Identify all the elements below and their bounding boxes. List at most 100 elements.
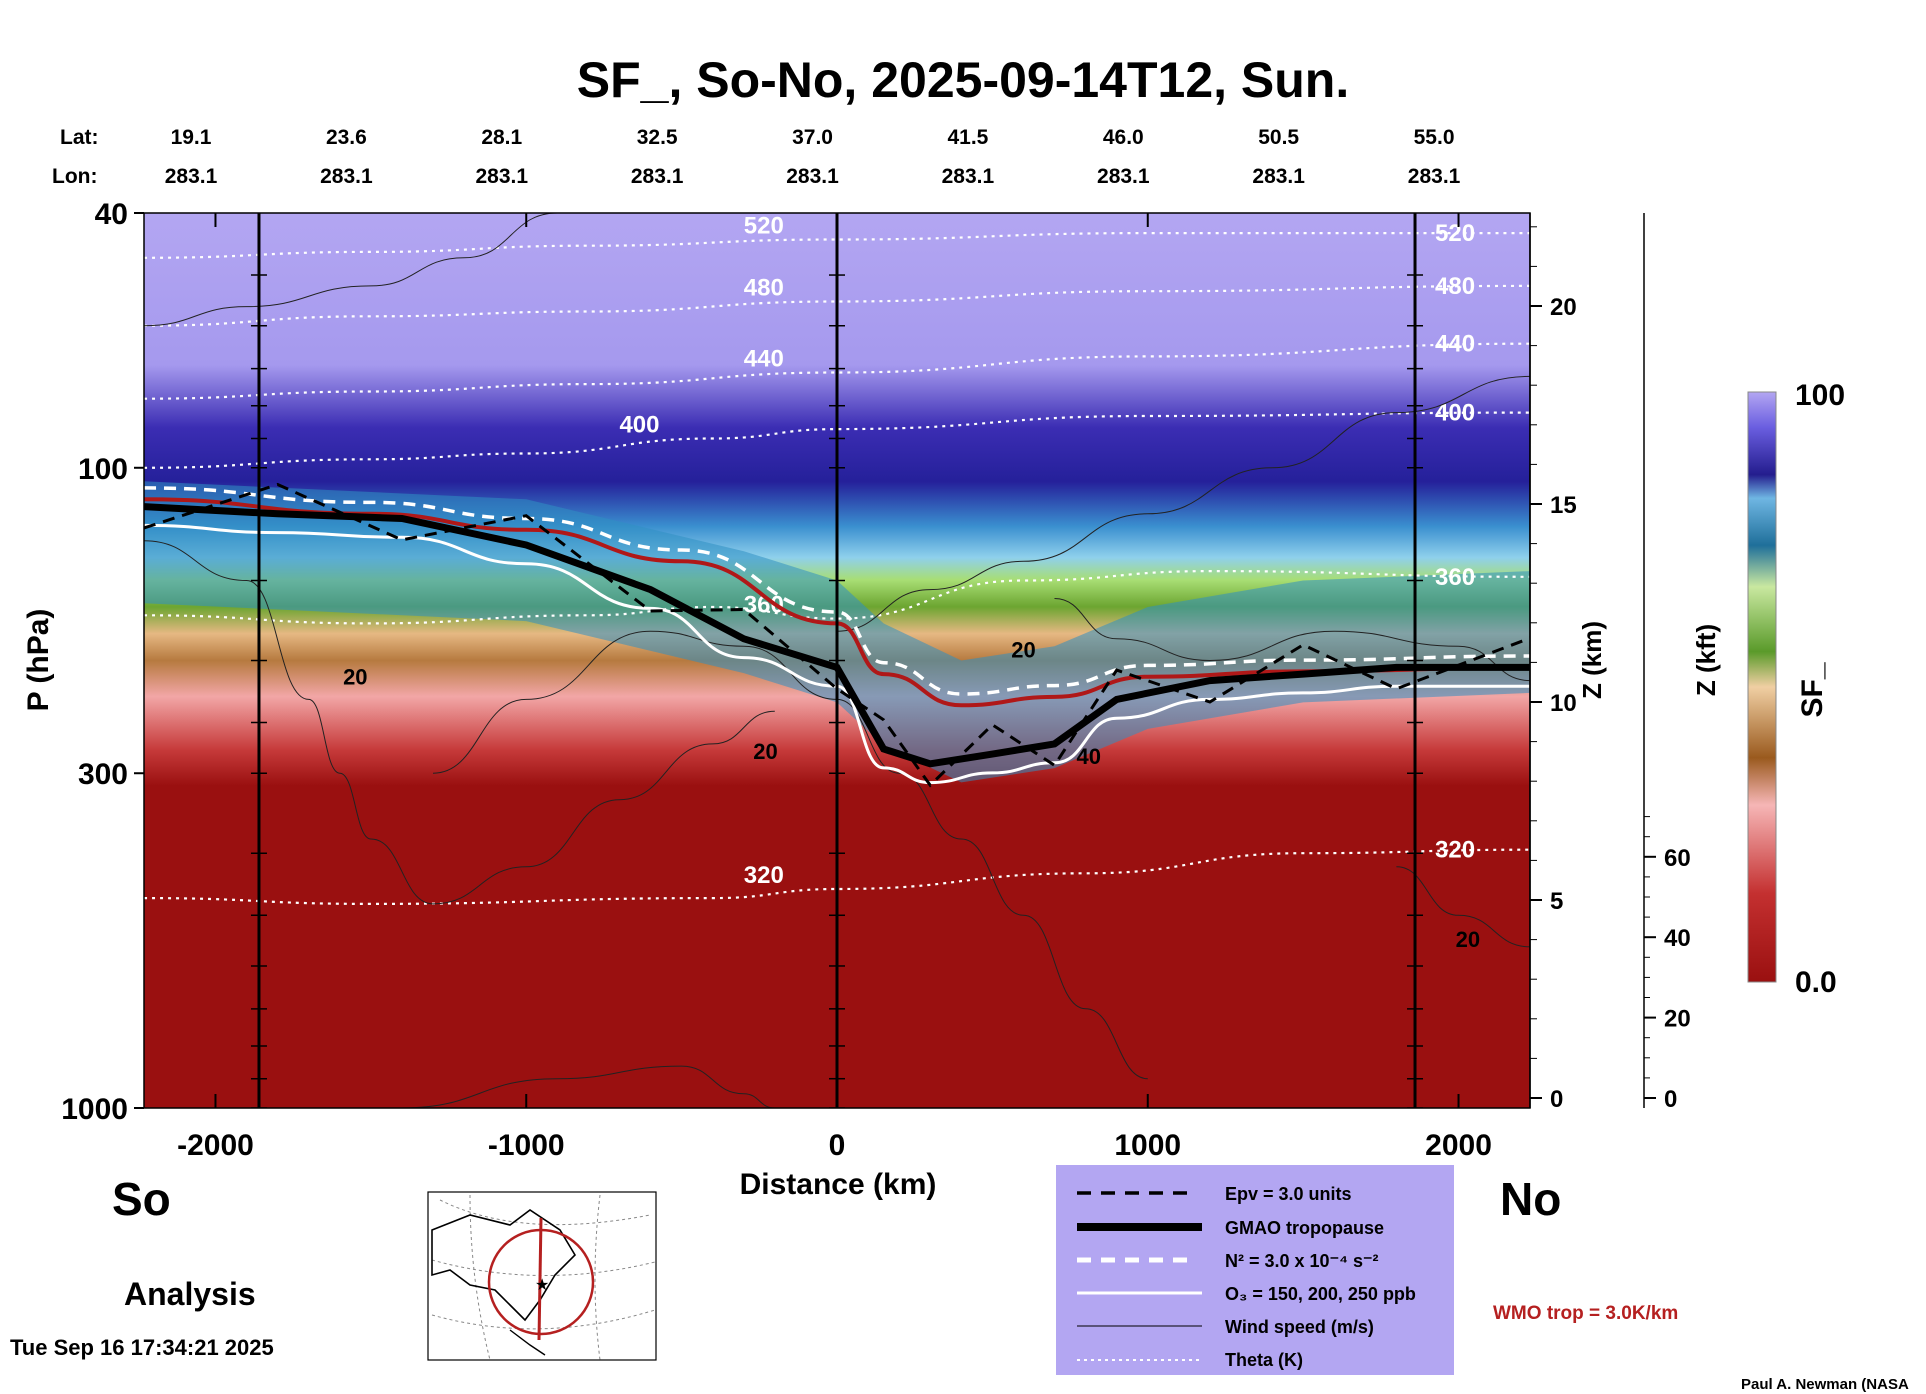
lat-value: 37.0	[792, 126, 833, 149]
wind-contour-1	[144, 540, 775, 905]
lat-value: 23.6	[326, 126, 367, 149]
lon-value: 283.1	[1097, 165, 1150, 188]
colorbar-max-label: 100	[1795, 379, 1845, 412]
theta-label-400: 400	[619, 411, 659, 438]
profile-lines	[250, 213, 1424, 1108]
theta-label-right-360: 360	[1435, 564, 1475, 591]
wind-label-1: 20	[753, 739, 777, 764]
y-axis-label: P (hPa)	[22, 609, 55, 712]
colorbar	[1747, 391, 1777, 983]
wind-contour-5	[401, 1065, 775, 1108]
timestamp: Tue Sep 16 17:34:21 2025	[10, 1335, 274, 1360]
wind-contour-6	[1396, 866, 1530, 948]
lon-value: 283.1	[786, 165, 839, 188]
lat-row-label: Lat:	[60, 126, 99, 149]
z-km-axis: 0 5 10 15 20	[1529, 213, 1577, 1113]
wind-contour-3	[836, 375, 1530, 632]
legend-o3-label: O₃ = 150, 200, 250 ppb	[1225, 1284, 1416, 1304]
lon-value: 283.1	[1252, 165, 1305, 188]
z-kft-tick-label: 20	[1664, 1006, 1691, 1033]
x-tick-label: -2000	[177, 1129, 254, 1162]
x-tick-label: 1000	[1114, 1129, 1181, 1162]
epv-contour	[144, 482, 1530, 788]
lat-value: 28.1	[481, 126, 522, 149]
lon-value: 283.1	[631, 165, 684, 188]
lat-lon-axis: 19.1 283.1 23.6 283.1 28.1 283.1 32.5 283.1 37.0…	[165, 126, 1461, 188]
lon-value: 283.1	[1408, 165, 1461, 188]
x-tick-label: 0	[829, 1129, 846, 1162]
wmo-trop-label: WMO trop = 3.0K/km	[1493, 1303, 1678, 1324]
theta-label-right-480: 480	[1435, 273, 1475, 300]
legend: Epv = 3.0 units GMAO tropopause N² = 3.0…	[1056, 1165, 1454, 1375]
wmo-tropopause-line	[144, 497, 1530, 708]
z-kft-tick-label: 0	[1664, 1086, 1677, 1113]
lon-row-label: Lon:	[52, 165, 97, 188]
lat-value: 55.0	[1414, 126, 1455, 149]
z-kft-axis: 0 20 40 60	[1643, 213, 1691, 1113]
lat-value: 32.5	[637, 126, 678, 149]
chart-title: SF_, So-No, 2025-09-14T12, Sun.	[577, 52, 1350, 108]
ozone-contour	[144, 523, 1530, 785]
z-km-tick-label: 10	[1550, 690, 1577, 717]
lon-value: 283.1	[165, 165, 218, 188]
lat-value: 41.5	[947, 126, 988, 149]
theta-line-320	[144, 848, 1530, 906]
y-axis: 40 100 300 1000	[61, 198, 144, 1126]
z-km-tick-label: 20	[1550, 294, 1577, 321]
lat-value: 46.0	[1103, 126, 1144, 149]
credit: Paul A. Newman (NASA	[1741, 1376, 1909, 1393]
wind-contour-0	[144, 213, 558, 327]
lon-value: 283.1	[942, 165, 995, 188]
wind-label-2: 20	[1011, 638, 1035, 663]
z-km-tick-label: 15	[1550, 492, 1577, 519]
theta-label-440: 440	[744, 346, 784, 373]
colorbar-title: SF_	[1796, 662, 1829, 717]
legend-theta-label: Theta (K)	[1225, 1350, 1303, 1370]
theta-label-480: 480	[744, 275, 784, 302]
analysis-label: Analysis	[124, 1276, 256, 1312]
z-km-axis-label: Z (km)	[1577, 621, 1607, 699]
legend-wind-label: Wind speed (m/s)	[1225, 1317, 1374, 1337]
colorbar-min-label: 0.0	[1795, 966, 1837, 999]
wind-label-4: 20	[1456, 927, 1480, 952]
theta-label-right-400: 400	[1435, 400, 1475, 427]
legend-epv-label: Epv = 3.0 units	[1225, 1184, 1352, 1204]
theta-label-520: 520	[744, 213, 784, 240]
legend-gmao-label: GMAO tropopause	[1225, 1218, 1384, 1238]
x-tick-label: 2000	[1425, 1129, 1492, 1162]
gmao-tropopause-line	[144, 503, 1530, 768]
theta-line-520	[144, 231, 1530, 259]
n2-contour	[144, 486, 1530, 696]
north-label: No	[1500, 1173, 1561, 1225]
z-kft-tick-label: 40	[1664, 925, 1691, 952]
theta-label-right-440: 440	[1435, 331, 1475, 358]
lon-value: 283.1	[475, 165, 528, 188]
y-tick-label: 40	[95, 198, 128, 231]
svg-text:★: ★	[535, 1277, 549, 1294]
lon-value: 283.1	[320, 165, 373, 188]
y-tick-label: 300	[78, 758, 128, 791]
lat-value: 19.1	[171, 126, 212, 149]
south-label: So	[112, 1173, 171, 1225]
x-axis-label: Distance (km)	[740, 1168, 937, 1201]
z-km-tick-label: 0	[1550, 1086, 1563, 1113]
lat-value: 50.5	[1258, 126, 1299, 149]
z-kft-tick-label: 60	[1664, 845, 1691, 872]
y-tick-label: 1000	[61, 1093, 128, 1126]
y-tick-label: 100	[78, 453, 128, 486]
legend-box	[1056, 1165, 1454, 1375]
z-kft-axis-label: Z (kft)	[1691, 624, 1721, 696]
theta-label-320: 320	[744, 862, 784, 889]
x-tick-label: -1000	[488, 1129, 565, 1162]
wind-contour-2	[432, 630, 1148, 1080]
wind-label-0: 20	[343, 664, 367, 689]
z-km-tick-label: 5	[1550, 888, 1563, 915]
theta-line-480	[144, 284, 1530, 327]
inset-map: ★	[427, 1191, 657, 1361]
legend-n2-label: N² = 3.0 x 10⁻⁴ s⁻²	[1225, 1251, 1378, 1271]
x-axis: -2000 -1000 0 1000 2000	[177, 213, 1492, 1162]
